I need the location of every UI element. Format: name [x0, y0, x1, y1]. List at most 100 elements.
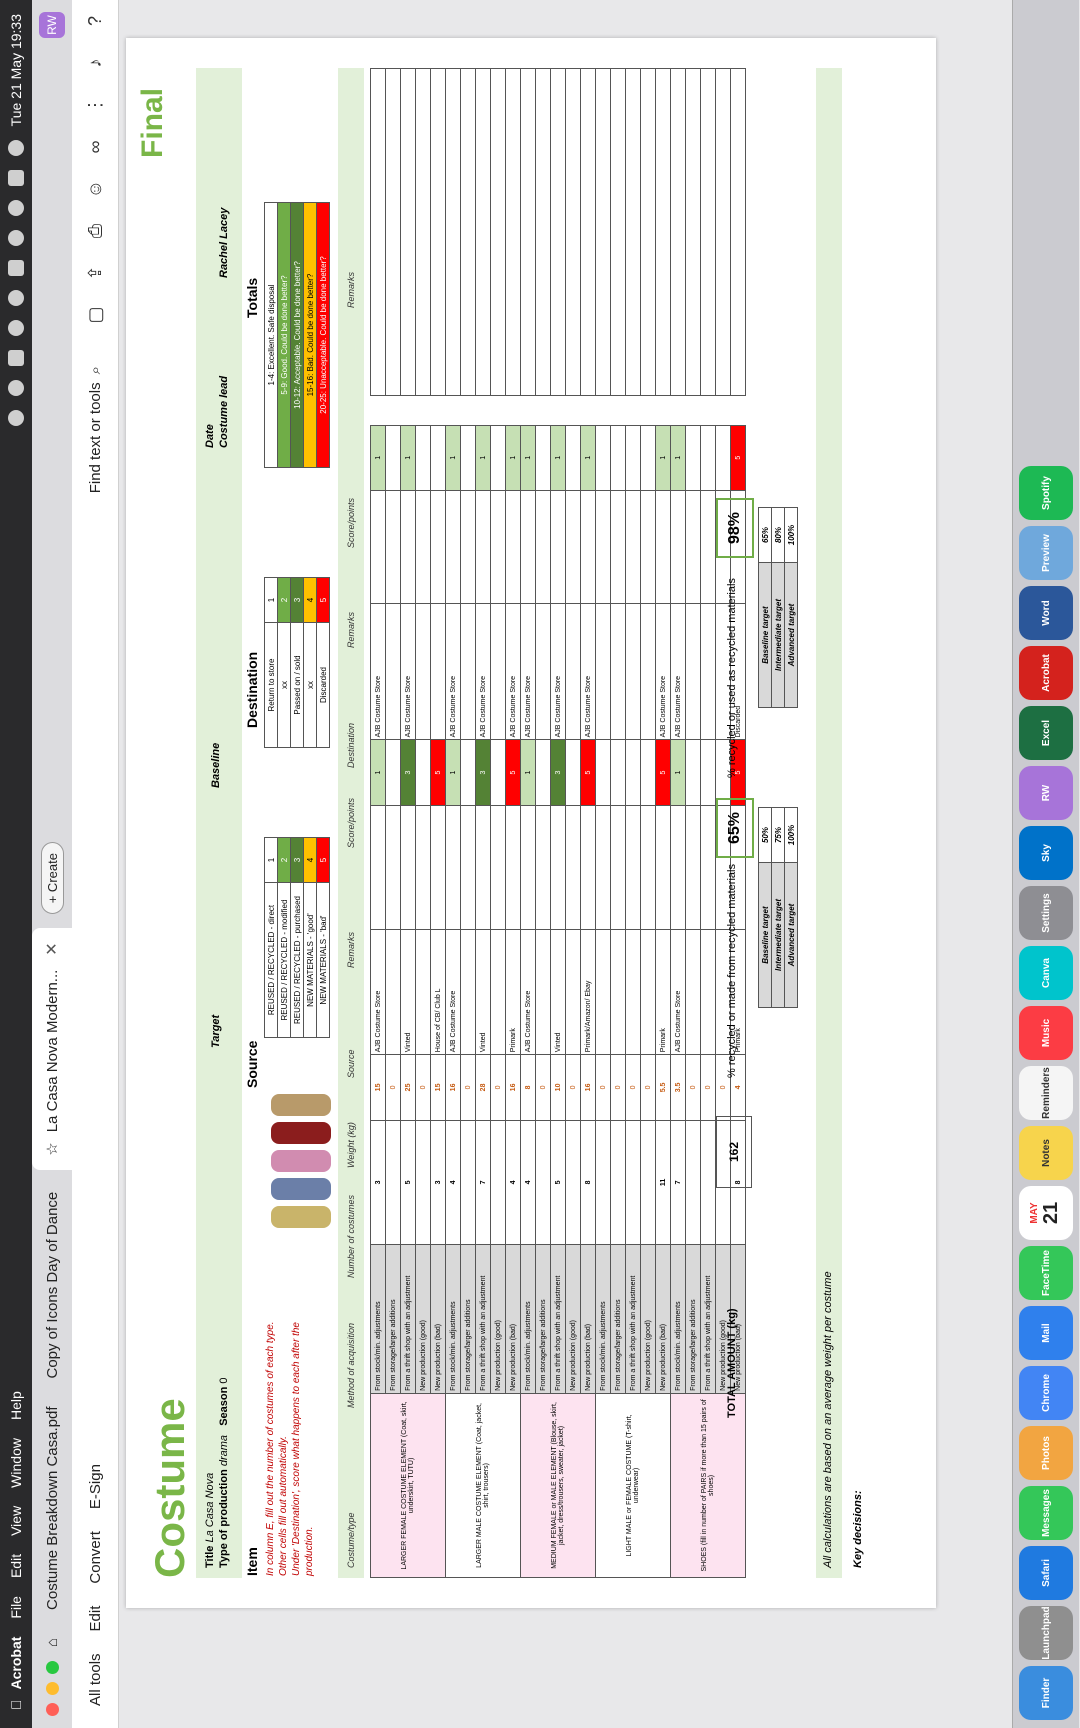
tab-costume-breakdown[interactable]: Costume Breakdown Casa.pdf: [43, 1406, 61, 1610]
status-icon[interactable]: [8, 410, 24, 427]
source-score-cell: 3: [475, 739, 491, 806]
find-tools[interactable]: Find text or tools ⌕: [87, 366, 104, 493]
remarks-cell: [385, 805, 401, 930]
target-label: Intermediate target: [771, 562, 785, 708]
dock-app-photos[interactable]: Photos: [1019, 1426, 1073, 1480]
esign-button[interactable]: E-Sign: [86, 1464, 104, 1510]
spacer-cell: [580, 395, 596, 426]
dock-app-launchpad[interactable]: Launchpad: [1019, 1606, 1073, 1660]
table-row: 15-16: Bad. Could be done better?: [303, 202, 317, 468]
number-cell: 8: [580, 1120, 596, 1245]
remarks-cell: [640, 490, 656, 604]
dock-app-finder[interactable]: Finder: [1019, 1666, 1073, 1720]
table-row: New production (good) 0: [565, 68, 581, 1578]
dock-app-messages[interactable]: Messages: [1019, 1486, 1073, 1540]
add-user-icon[interactable]: ☺: [85, 179, 105, 199]
print-icon[interactable]: ⎙: [85, 223, 105, 239]
minimize-window-icon[interactable]: [45, 1682, 59, 1695]
apps-icon[interactable]: ⋮: [85, 96, 105, 114]
source-score-cell: [460, 739, 476, 806]
source-cell: Primark: [505, 929, 521, 1055]
target-label: Baseline target: [758, 862, 772, 1008]
table-row: SHOES (fill in number of PAIRS if more t…: [670, 68, 746, 1578]
dock-app-canva[interactable]: Canva: [1019, 946, 1073, 1000]
zoom-window-icon[interactable]: [45, 1661, 59, 1674]
siri-icon[interactable]: [8, 140, 24, 157]
close-window-icon[interactable]: [45, 1703, 59, 1716]
menu-clock[interactable]: Tue 21 May 19:33: [8, 14, 24, 127]
share-icon[interactable]: ⇪: [85, 265, 105, 281]
bluetooth-icon[interactable]: [8, 320, 24, 337]
weight-cell: 10: [550, 1054, 566, 1121]
costume-figure-icon: [271, 1178, 331, 1200]
dock-app-excel[interactable]: Excel: [1019, 706, 1073, 760]
edit-button[interactable]: Edit: [86, 1605, 104, 1632]
table-row: MEDIUM FEMALE or MALE ELEMENT (Blouse, s…: [520, 68, 596, 1578]
battery-icon[interactable]: [8, 260, 24, 277]
link-icon[interactable]: ∞: [85, 140, 105, 154]
tab-la-casa-nova[interactable]: ☆ La Casa Nova Modern... ✕: [32, 928, 72, 1170]
search-icon[interactable]: [8, 200, 24, 217]
dock-app-word[interactable]: Word: [1019, 586, 1073, 640]
weight-cell: 16: [505, 1054, 521, 1121]
dock-app-preview[interactable]: Preview: [1019, 526, 1073, 580]
destination-cell: AJB Costume Store: [670, 603, 686, 740]
weight-cell: 0: [610, 1054, 626, 1121]
dock-app-settings[interactable]: Settings: [1019, 886, 1073, 940]
menu-view[interactable]: View: [8, 1506, 24, 1547]
legend-label: xx: [303, 622, 317, 748]
tab-icons-day-of-dance[interactable]: Copy of Icons Day of Dance: [43, 1191, 61, 1379]
wifi-icon[interactable]: [8, 230, 24, 247]
menu-edit[interactable]: Edit: [8, 1554, 24, 1589]
dock-app-rw[interactable]: RW: [1019, 766, 1073, 820]
control-center-icon[interactable]: [8, 170, 24, 187]
source-score-cell: [490, 739, 506, 806]
close-tab-icon[interactable]: ✕: [44, 942, 61, 956]
dock-app-facetime[interactable]: FaceTime: [1019, 1246, 1073, 1300]
dock-app-acrobat[interactable]: Acrobat: [1019, 646, 1073, 700]
dock-app-notes[interactable]: Notes: [1019, 1126, 1073, 1180]
menu-help[interactable]: Help: [8, 1391, 24, 1431]
status-icon[interactable]: [8, 350, 24, 367]
star-icon[interactable]: ☆: [44, 1142, 61, 1156]
spacer-cell: [520, 395, 536, 426]
remarks-cell: [580, 805, 596, 930]
apple-icon[interactable]: : [8, 1700, 24, 1711]
dock-app-spotify[interactable]: Spotify: [1019, 466, 1073, 520]
legend-score: 5: [316, 837, 330, 883]
status-icon[interactable]: [8, 290, 24, 307]
dock-app-sky[interactable]: Sky: [1019, 826, 1073, 880]
table-row: Return to store 1: [264, 577, 278, 748]
dock-app-reminders[interactable]: Reminders: [1019, 1066, 1073, 1120]
menu-app-name[interactable]: Acrobat: [8, 1637, 24, 1700]
table-row: Discarded 5: [316, 577, 330, 748]
avatar[interactable]: RW: [39, 12, 65, 38]
menu-window[interactable]: Window: [8, 1438, 24, 1499]
dock-app-calendar[interactable]: MAY 21: [1019, 1186, 1073, 1240]
status-icon[interactable]: [8, 380, 24, 397]
dock-app-mail[interactable]: Mail: [1019, 1306, 1073, 1360]
table-row: New production (bad) 11 5.5 Primark 5 AJB Cos…: [655, 68, 671, 1578]
save-icon[interactable]: ▢: [85, 306, 105, 324]
dock-app-safari[interactable]: Safari: [1019, 1546, 1073, 1600]
notification-icon[interactable]: ♪: [85, 58, 105, 68]
dock-app-chrome[interactable]: Chrome: [1019, 1366, 1073, 1420]
remarks-cell: [565, 68, 581, 396]
remarks-cell: [580, 68, 596, 396]
remarks-cell: [445, 68, 461, 396]
remarks-cell: [625, 68, 641, 396]
home-icon[interactable]: ⌂: [43, 1637, 61, 1647]
convert-button[interactable]: Convert: [86, 1531, 104, 1584]
menu-file[interactable]: File: [8, 1596, 24, 1630]
totals-legend-item: 5-9: Good. Could be done better?: [277, 202, 291, 468]
help-icon[interactable]: ?: [85, 16, 105, 27]
create-button[interactable]: + Create: [40, 842, 64, 915]
all-tools-button[interactable]: All tools: [86, 1653, 104, 1706]
costume-figure-icon: [271, 1150, 331, 1172]
destination-cell: AJB Costume Store: [445, 603, 461, 740]
weight-cell: 0: [490, 1054, 506, 1121]
legend-score: 4: [303, 837, 317, 883]
dock-app-music[interactable]: Music: [1019, 1006, 1073, 1060]
table-row: New production (good) 0: [640, 68, 656, 1578]
table-row: Baseline target 50%: [758, 807, 772, 1008]
